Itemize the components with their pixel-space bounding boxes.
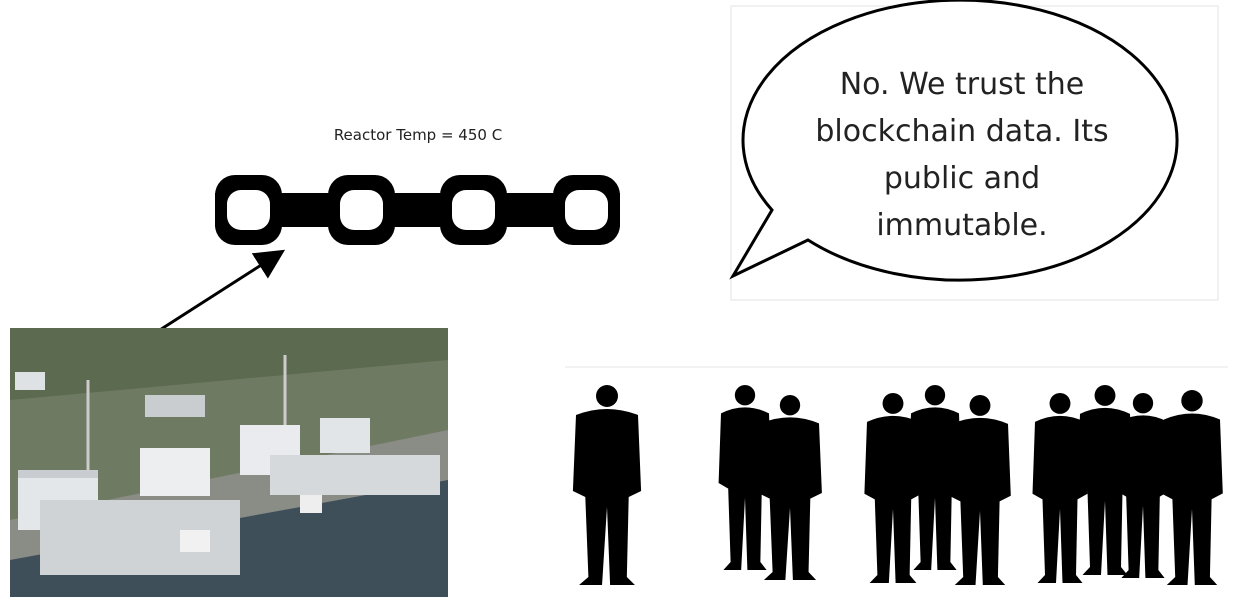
bubble-line: No. We trust the <box>840 67 1085 102</box>
silhouette <box>1161 390 1223 585</box>
people-silhouettes <box>565 367 1228 585</box>
bubble-line: blockchain data. Its <box>815 114 1108 149</box>
silhouette <box>573 385 641 585</box>
scene: Reactor Temp = 450 C No. We trust the bl… <box>0 0 1241 600</box>
silhouette <box>1117 393 1170 578</box>
chain-link-hole <box>227 190 270 230</box>
speech-panel: No. We trust the blockchain data. Its pu… <box>731 0 1218 300</box>
chain-link-hole <box>452 190 495 230</box>
silhouette <box>949 395 1011 585</box>
reactor-label: Reactor Temp = 450 C <box>334 126 502 144</box>
bubble-line: public and <box>884 161 1040 196</box>
chain-link-hole <box>340 190 383 230</box>
blockchain <box>215 175 620 245</box>
chain-link-hole <box>565 190 608 230</box>
bubble-line: immutable. <box>876 208 1047 243</box>
plant-photo <box>10 328 448 597</box>
silhouette <box>1033 393 1088 583</box>
silhouette <box>758 395 822 580</box>
